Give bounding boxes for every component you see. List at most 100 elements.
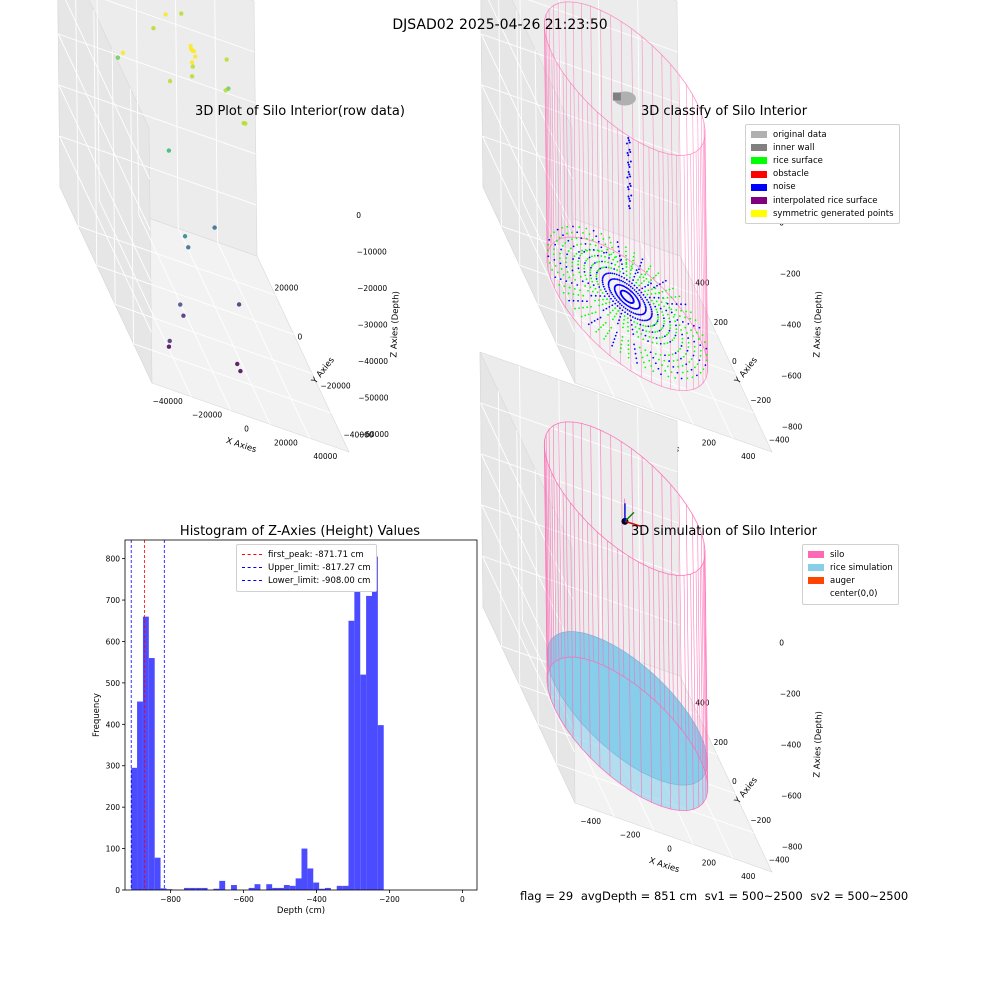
surface-point (651, 312, 653, 315)
surface-point (627, 288, 630, 290)
auger-arrow-x (624, 520, 642, 528)
surface-point (576, 231, 579, 234)
silo-wall-line (692, 94, 696, 330)
surface-point (594, 294, 597, 297)
grid-line (59, 135, 257, 206)
surface-point (651, 313, 653, 316)
legend-swatch (808, 591, 824, 598)
surface-point (674, 320, 677, 323)
y-tick-label: 0 (115, 886, 120, 895)
surface-point (686, 377, 689, 380)
surface-point (577, 267, 580, 270)
x-tick-label: 40000 (313, 452, 337, 461)
surface-point (601, 260, 603, 263)
noise-point (627, 163, 630, 166)
surface-point (567, 239, 570, 242)
surface-point (627, 348, 630, 351)
surface-point (656, 320, 659, 323)
surface-point (568, 299, 571, 302)
surface-point (640, 351, 643, 354)
surface-point (669, 324, 672, 326)
surface-point (684, 303, 687, 306)
surface-point (637, 313, 640, 316)
surface-point (610, 297, 612, 300)
surface-point (661, 326, 664, 329)
surface-point (583, 270, 586, 273)
surface-point (638, 289, 641, 291)
surface-point (671, 353, 674, 356)
surface-point (705, 353, 708, 356)
silo-wall-line (558, 423, 562, 659)
surface-point (631, 267, 633, 270)
grid-line (481, 453, 679, 524)
y-tick-label: 400 (695, 699, 710, 708)
silo-wall-line (587, 102, 591, 338)
surface-point (679, 347, 682, 350)
panel2-title: 3D classify of Silo Interior (640, 104, 808, 119)
surface-point (644, 303, 646, 306)
silo-wall-line (578, 512, 582, 748)
surface-point (656, 311, 659, 314)
surface-point (634, 317, 637, 320)
legend-label: rice surface (773, 155, 823, 166)
status-footer: flag = 29 avgDepth = 851 cm sv1 = 500~25… (520, 889, 912, 903)
grid-line (482, 555, 680, 626)
surface-point (629, 276, 631, 279)
surface-point (636, 362, 638, 364)
surface-point (610, 267, 613, 270)
surface-point (659, 342, 662, 345)
silo-wall-line (565, 1, 569, 238)
surface-point (606, 272, 608, 275)
legend-swatch (751, 197, 767, 205)
surface-point (699, 349, 702, 352)
surface-point (680, 357, 682, 360)
surface-point (628, 280, 631, 283)
surface-point (671, 303, 674, 305)
noise-point (627, 170, 630, 173)
surface-point (560, 248, 563, 251)
surface-point (616, 241, 619, 243)
surface-point (618, 319, 620, 322)
surface-point (632, 292, 635, 295)
surface-point (552, 253, 555, 256)
silo-wall-line (685, 504, 690, 740)
histogram-bar (278, 887, 284, 890)
surface-point (568, 276, 571, 279)
legend-label: auger (830, 575, 855, 586)
surface-point (630, 269, 632, 271)
silo-wall-line (551, 473, 555, 709)
surface-point (572, 245, 575, 248)
y-tick-label: 800 (106, 555, 121, 564)
silo-wall-line (581, 3, 585, 239)
grid-line (519, 264, 717, 335)
surface-point (570, 282, 573, 284)
surface-point (674, 295, 677, 298)
y-tick-label: 700 (106, 596, 121, 605)
silo-wall-line (543, 447, 548, 683)
surface-point (553, 248, 555, 251)
data-point (181, 313, 186, 318)
surface-point (572, 299, 575, 302)
classify-legend: original data inner wall rice surface obsta… (745, 124, 900, 225)
surface-point (592, 263, 595, 266)
surface-point (617, 295, 619, 298)
surface-point (594, 287, 597, 290)
surface-point (559, 278, 562, 281)
surface-point (631, 282, 633, 285)
data-point (190, 64, 196, 69)
surface-point (574, 278, 576, 281)
histogram-bar (325, 887, 331, 890)
noise-point (627, 154, 630, 157)
legend-entry: original data (751, 128, 894, 141)
surface-point (655, 308, 658, 311)
surface-point (597, 328, 600, 331)
surface-point (692, 335, 694, 337)
surface-point (635, 281, 638, 284)
grid-line (104, 0, 255, 53)
surface-point (627, 356, 630, 359)
silo-wall-line (562, 492, 567, 728)
surface-point (619, 270, 622, 273)
y-tick-label: 400 (695, 279, 710, 288)
surface-point (614, 307, 617, 310)
noise-point (629, 175, 632, 178)
